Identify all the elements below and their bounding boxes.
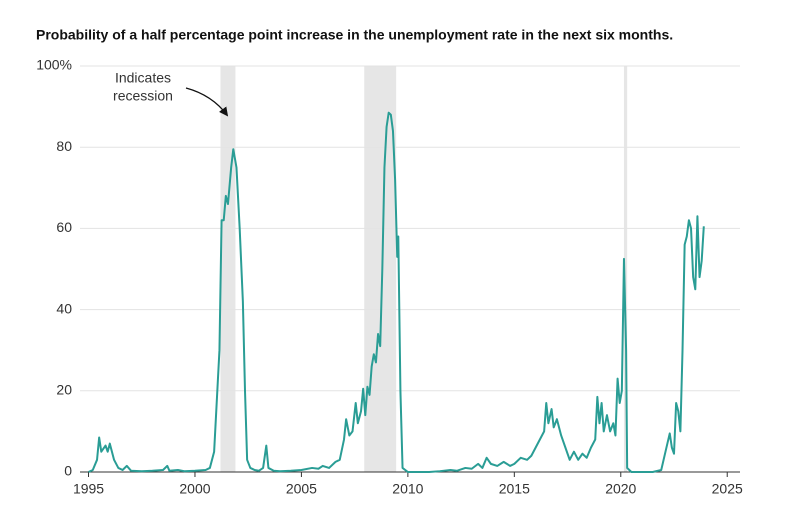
y-tick-label: 0 (64, 463, 72, 479)
y-tick-label: 40 (56, 300, 72, 316)
y-tick-label: 100% (36, 57, 72, 73)
x-tick-label: 2005 (286, 481, 317, 497)
x-tick-label: 2020 (605, 481, 636, 497)
x-tick-label: 2025 (712, 481, 743, 497)
y-tick-label: 60 (56, 219, 72, 235)
annotation-arrow (185, 87, 229, 117)
y-tick-label: 80 (56, 138, 72, 154)
recession-band (364, 66, 397, 472)
chart-title: Probability of a half percentage point i… (36, 27, 673, 43)
recession-band (623, 66, 628, 472)
annotation: Indicates (115, 70, 171, 86)
x-tick-label: 1995 (73, 481, 104, 497)
y-tick-label: 20 (56, 382, 72, 398)
annotation: recession (113, 88, 173, 104)
data-line (88, 111, 705, 473)
x-tick-label: 2000 (179, 481, 210, 497)
recession-band (220, 66, 236, 472)
x-tick-label: 2010 (392, 481, 423, 497)
x-tick-label: 2015 (499, 481, 530, 497)
